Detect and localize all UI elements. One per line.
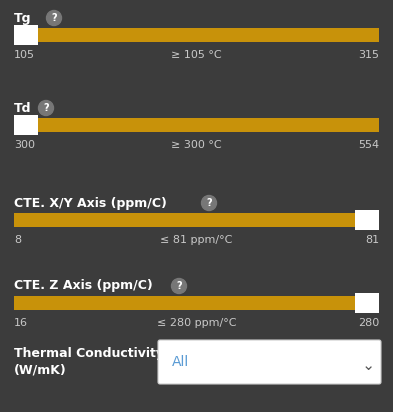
Text: ?: ? xyxy=(51,13,57,23)
FancyBboxPatch shape xyxy=(355,210,379,230)
Text: ?: ? xyxy=(43,103,49,113)
Text: (W/mK): (W/mK) xyxy=(14,363,67,377)
Text: Tg: Tg xyxy=(14,12,31,24)
Text: ≥ 105 °C: ≥ 105 °C xyxy=(171,50,222,60)
Text: ≤ 81 ppm/°C: ≤ 81 ppm/°C xyxy=(160,235,233,245)
Text: 554: 554 xyxy=(358,140,379,150)
Text: ?: ? xyxy=(176,281,182,291)
Text: Td: Td xyxy=(14,101,31,115)
FancyBboxPatch shape xyxy=(14,25,38,45)
Text: ?: ? xyxy=(206,198,212,208)
FancyBboxPatch shape xyxy=(14,118,379,132)
Circle shape xyxy=(39,101,53,115)
Text: 280: 280 xyxy=(358,318,379,328)
FancyBboxPatch shape xyxy=(14,213,379,227)
Text: 81: 81 xyxy=(365,235,379,245)
Text: ⌃: ⌃ xyxy=(356,354,369,370)
Circle shape xyxy=(46,10,61,26)
FancyBboxPatch shape xyxy=(355,293,379,313)
FancyBboxPatch shape xyxy=(14,28,379,42)
FancyBboxPatch shape xyxy=(14,115,38,135)
Text: CTE. X/Y Axis (ppm/C): CTE. X/Y Axis (ppm/C) xyxy=(14,197,167,209)
Text: Thermal Conductivity: Thermal Conductivity xyxy=(14,347,164,360)
Text: 300: 300 xyxy=(14,140,35,150)
Text: All: All xyxy=(172,355,189,369)
Text: 315: 315 xyxy=(358,50,379,60)
Text: 16: 16 xyxy=(14,318,28,328)
Circle shape xyxy=(202,196,217,211)
FancyBboxPatch shape xyxy=(14,296,379,310)
Text: 105: 105 xyxy=(14,50,35,60)
FancyBboxPatch shape xyxy=(158,340,381,384)
Circle shape xyxy=(171,279,187,293)
Text: ≥ 300 °C: ≥ 300 °C xyxy=(171,140,222,150)
Text: ≤ 280 ppm/°C: ≤ 280 ppm/°C xyxy=(157,318,236,328)
Text: CTE. Z Axis (ppm/C): CTE. Z Axis (ppm/C) xyxy=(14,279,153,293)
Text: 8: 8 xyxy=(14,235,21,245)
